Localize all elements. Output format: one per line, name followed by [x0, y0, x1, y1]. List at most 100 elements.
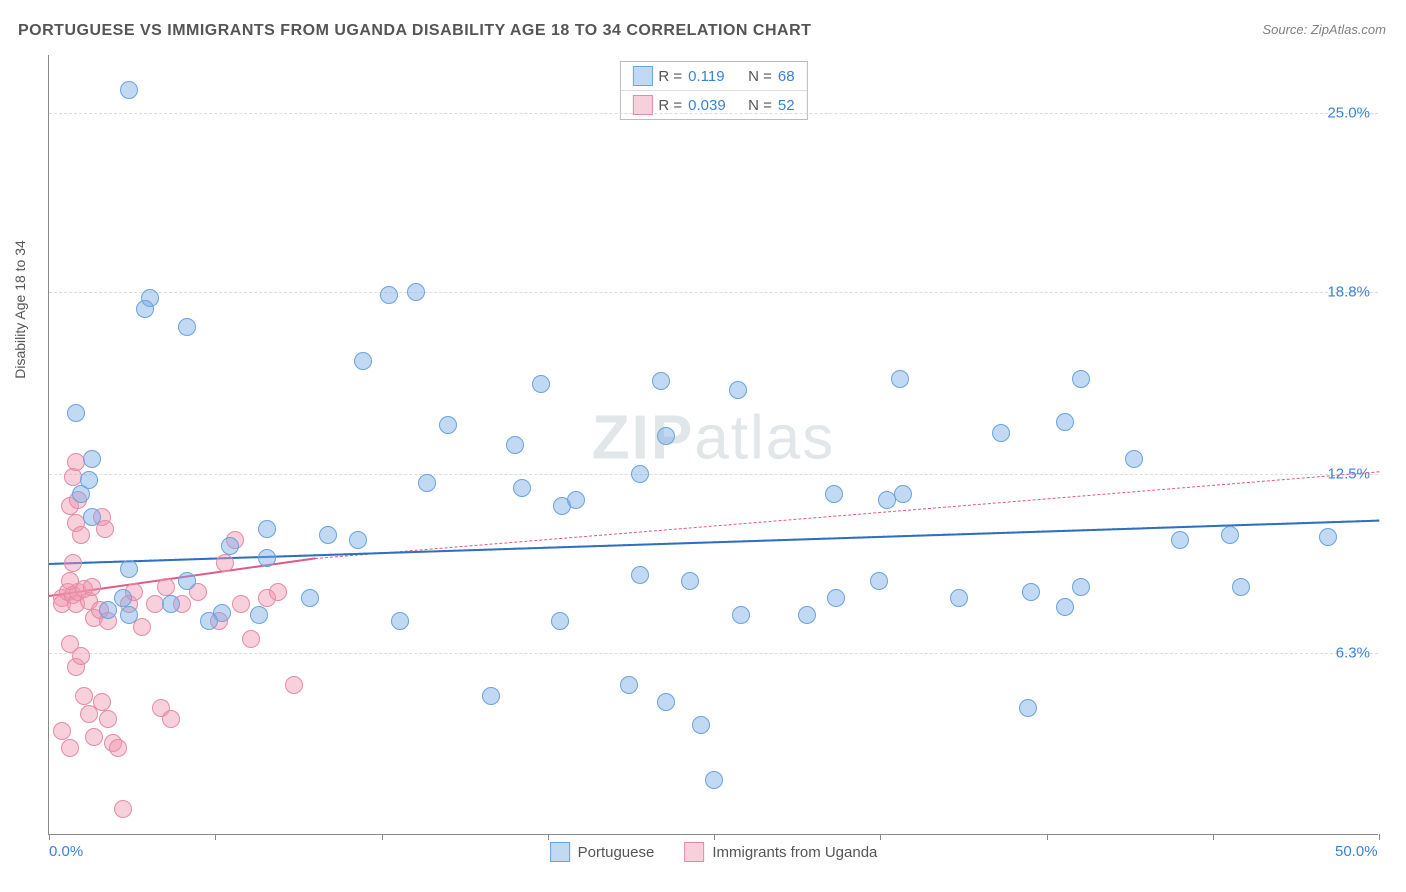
- x-tick: [1047, 834, 1048, 840]
- watermark-rest: atlas: [694, 403, 835, 472]
- data-point: [349, 531, 367, 549]
- data-point: [992, 424, 1010, 442]
- series-legend-label: Immigrants from Uganda: [712, 844, 877, 861]
- x-tick: [215, 834, 216, 840]
- data-point: [213, 604, 231, 622]
- data-point: [301, 589, 319, 607]
- data-point: [950, 589, 968, 607]
- data-point: [242, 630, 260, 648]
- x-tick: [49, 834, 50, 840]
- gridline: [49, 292, 1378, 293]
- data-point: [705, 771, 723, 789]
- data-point: [798, 606, 816, 624]
- watermark: ZIPatlas: [592, 402, 835, 473]
- data-point: [120, 560, 138, 578]
- x-tick: [880, 834, 881, 840]
- x-tick: [1213, 834, 1214, 840]
- data-point: [178, 318, 196, 336]
- watermark-bold: ZIP: [592, 403, 694, 472]
- r-value: 0.039: [688, 97, 742, 114]
- data-point: [67, 404, 85, 422]
- data-point: [439, 416, 457, 434]
- data-point: [657, 693, 675, 711]
- data-point: [657, 427, 675, 445]
- series-legend: Portuguese Immigrants from Uganda: [550, 842, 878, 862]
- data-point: [1056, 598, 1074, 616]
- x-tick-label: 50.0%: [1335, 843, 1378, 860]
- data-point: [80, 471, 98, 489]
- x-tick: [548, 834, 549, 840]
- source-value: ZipAtlas.com: [1311, 22, 1386, 37]
- legend-swatch: [684, 842, 704, 862]
- r-label: R =: [658, 68, 682, 85]
- data-point: [109, 739, 127, 757]
- data-point: [285, 676, 303, 694]
- data-point: [1319, 528, 1337, 546]
- data-point: [80, 705, 98, 723]
- data-point: [120, 81, 138, 99]
- plot-area: ZIPatlas R = 0.119N = 68R = 0.039N = 52 …: [48, 55, 1378, 835]
- data-point: [61, 739, 79, 757]
- data-point: [53, 722, 71, 740]
- x-tick: [714, 834, 715, 840]
- data-point: [506, 436, 524, 454]
- data-point: [114, 800, 132, 818]
- trend-line: [315, 471, 1379, 559]
- r-label: R =: [658, 97, 682, 114]
- data-point: [894, 485, 912, 503]
- data-point: [1022, 583, 1040, 601]
- data-point: [99, 601, 117, 619]
- y-tick-label: 25.0%: [1327, 104, 1370, 121]
- data-point: [567, 491, 585, 509]
- data-point: [1232, 578, 1250, 596]
- data-point: [1072, 370, 1090, 388]
- correlation-legend-row: R = 0.119N = 68: [620, 62, 806, 90]
- data-point: [418, 474, 436, 492]
- data-point: [258, 520, 276, 538]
- data-point: [258, 549, 276, 567]
- data-point: [120, 606, 138, 624]
- data-point: [891, 370, 909, 388]
- data-point: [825, 485, 843, 503]
- n-value: 52: [778, 97, 795, 114]
- gridline: [49, 474, 1378, 475]
- data-point: [232, 595, 250, 613]
- data-point: [532, 375, 550, 393]
- data-point: [64, 554, 82, 572]
- x-tick-label: 0.0%: [49, 843, 83, 860]
- data-point: [1125, 450, 1143, 468]
- gridline: [49, 653, 1378, 654]
- data-point: [380, 286, 398, 304]
- data-point: [114, 589, 132, 607]
- data-point: [870, 572, 888, 590]
- data-point: [83, 578, 101, 596]
- data-point: [1056, 413, 1074, 431]
- series-legend-label: Portuguese: [578, 844, 655, 861]
- data-point: [72, 526, 90, 544]
- y-axis-title: Disability Age 18 to 34: [12, 240, 28, 379]
- data-point: [692, 716, 710, 734]
- data-point: [407, 283, 425, 301]
- data-point: [827, 589, 845, 607]
- chart-title: PORTUGUESE VS IMMIGRANTS FROM UGANDA DIS…: [18, 22, 811, 40]
- n-label: N =: [748, 68, 772, 85]
- data-point: [732, 606, 750, 624]
- data-point: [1072, 578, 1090, 596]
- y-tick-label: 18.8%: [1327, 283, 1370, 300]
- data-point: [1171, 531, 1189, 549]
- n-label: N =: [748, 97, 772, 114]
- legend-swatch: [550, 842, 570, 862]
- data-point: [729, 381, 747, 399]
- data-point: [652, 372, 670, 390]
- data-point: [354, 352, 372, 370]
- data-point: [250, 606, 268, 624]
- data-point: [631, 566, 649, 584]
- data-point: [83, 508, 101, 526]
- data-point: [391, 612, 409, 630]
- series-legend-item: Portuguese: [550, 842, 655, 862]
- data-point: [216, 554, 234, 572]
- data-point: [162, 710, 180, 728]
- source-label: Source: ZipAtlas.com: [1262, 22, 1386, 37]
- data-point: [83, 450, 101, 468]
- y-tick-label: 6.3%: [1336, 645, 1370, 662]
